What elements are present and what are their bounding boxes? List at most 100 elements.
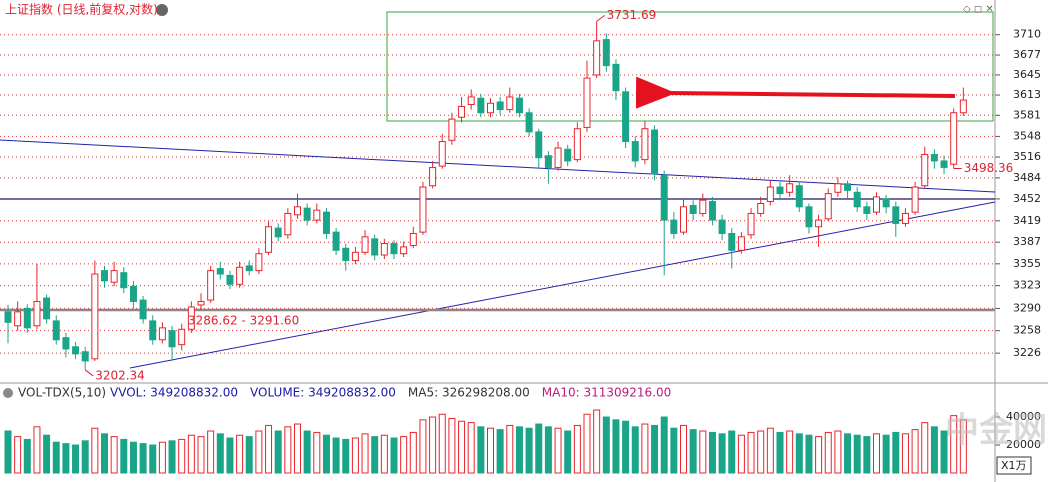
volume-bar [776, 431, 784, 474]
candle-body [641, 128, 649, 161]
price-label: 3731.69 [607, 8, 657, 22]
volume-bar [351, 437, 359, 474]
candle-body [583, 77, 591, 128]
y-tick-label: 3355 [1013, 257, 1041, 270]
volume-bar [438, 413, 446, 474]
volume-bar [72, 444, 80, 474]
volume-bar [322, 434, 330, 474]
volume-bar [921, 422, 929, 474]
volume-bar [882, 434, 890, 474]
candle-body [680, 206, 687, 233]
highlight-box [386, 11, 994, 122]
volume-bar [4, 430, 12, 474]
range-label: 3286.62 - 3291.60 [188, 314, 299, 328]
unit-box [996, 456, 1032, 475]
volume-bar [14, 436, 22, 474]
volume-bar [81, 440, 89, 474]
candle-body [525, 112, 533, 133]
candle-body [33, 300, 41, 327]
volume-bar [515, 426, 523, 474]
candle-body [467, 96, 475, 106]
volume-bar [824, 431, 832, 474]
candle-body [573, 128, 581, 161]
volume-bar [303, 430, 311, 474]
volume-bar [467, 422, 475, 474]
candle-body [622, 91, 630, 143]
volume-bar [786, 430, 794, 474]
y-tick-label: 3290 [1013, 301, 1041, 314]
candle-body [14, 311, 22, 327]
candle-body [429, 166, 437, 187]
candle-body [747, 212, 755, 236]
price-label: 3498.36 [964, 161, 1014, 175]
volume-bar [255, 430, 263, 474]
volume-bar [149, 444, 157, 474]
y-tick-label: 3548 [1013, 129, 1041, 142]
volume-bar [236, 434, 244, 474]
candle-body [207, 270, 215, 301]
candle-body [959, 99, 967, 114]
volume-bar [487, 427, 494, 474]
candle-body [651, 129, 659, 175]
unit-label: X1万 [1001, 459, 1027, 472]
volume-bar [91, 427, 99, 474]
y-tick-label: 3710 [1013, 28, 1041, 41]
volume-bar [477, 426, 485, 474]
volume-bar [747, 431, 755, 474]
volume-bar [680, 424, 687, 474]
volume-bar [274, 430, 282, 474]
volume-bar [496, 429, 504, 474]
volume-bar [602, 416, 610, 474]
volume-bars [4, 409, 967, 474]
candle-body [409, 232, 417, 247]
candle-body [873, 196, 880, 213]
candle-body [940, 160, 948, 168]
volume-bar [409, 431, 417, 474]
candle-body [515, 97, 523, 114]
candle-body [129, 285, 137, 302]
volume-bar [670, 427, 678, 474]
candle-body [911, 186, 919, 213]
volume-bar [525, 427, 533, 474]
volume-bar [718, 433, 726, 474]
candle-body [81, 351, 89, 362]
candle-body [52, 320, 60, 341]
candle-body [487, 102, 494, 114]
icon [3, 388, 13, 398]
y-tick-label: 3323 [1013, 279, 1041, 292]
candle-body [689, 205, 697, 214]
volume-bar [660, 416, 668, 474]
candle-body [660, 174, 668, 221]
volume-bar [52, 441, 60, 474]
candle-body [139, 299, 147, 320]
volume-bar [651, 424, 659, 474]
volume-bar [448, 417, 456, 474]
volume-bar [371, 436, 379, 474]
candle-body [236, 266, 244, 285]
volume-bar [245, 436, 253, 474]
candle-body [255, 253, 263, 272]
volume-bar [429, 416, 437, 474]
volume-bar [62, 443, 70, 474]
candle-body [824, 193, 832, 220]
candle-body [535, 131, 543, 159]
price-label: 3202.34 [95, 368, 145, 382]
grid: 3226 3258 3290 3323 3355 3387 3419 3452 3484 3516… [0, 28, 1041, 451]
indicators: VVOL: 349208832.00 VOLUME: 349208832.00 MA… [110, 386, 671, 400]
candle-body [313, 209, 321, 221]
candle-body [554, 147, 562, 168]
volume-bar [390, 437, 398, 474]
candle-body [631, 141, 639, 162]
candle-body [506, 96, 514, 111]
y-tick-label: 3581 [1013, 108, 1041, 121]
volume-bar [168, 440, 176, 474]
candle-body [737, 236, 745, 251]
candle-body [786, 183, 794, 193]
volume-bar [216, 433, 224, 474]
pointer-line [84, 369, 94, 377]
arrow [635, 76, 956, 109]
candle-body [110, 270, 118, 283]
candle-body [101, 270, 108, 282]
volume-bar [728, 430, 736, 474]
candle-body [62, 337, 70, 350]
